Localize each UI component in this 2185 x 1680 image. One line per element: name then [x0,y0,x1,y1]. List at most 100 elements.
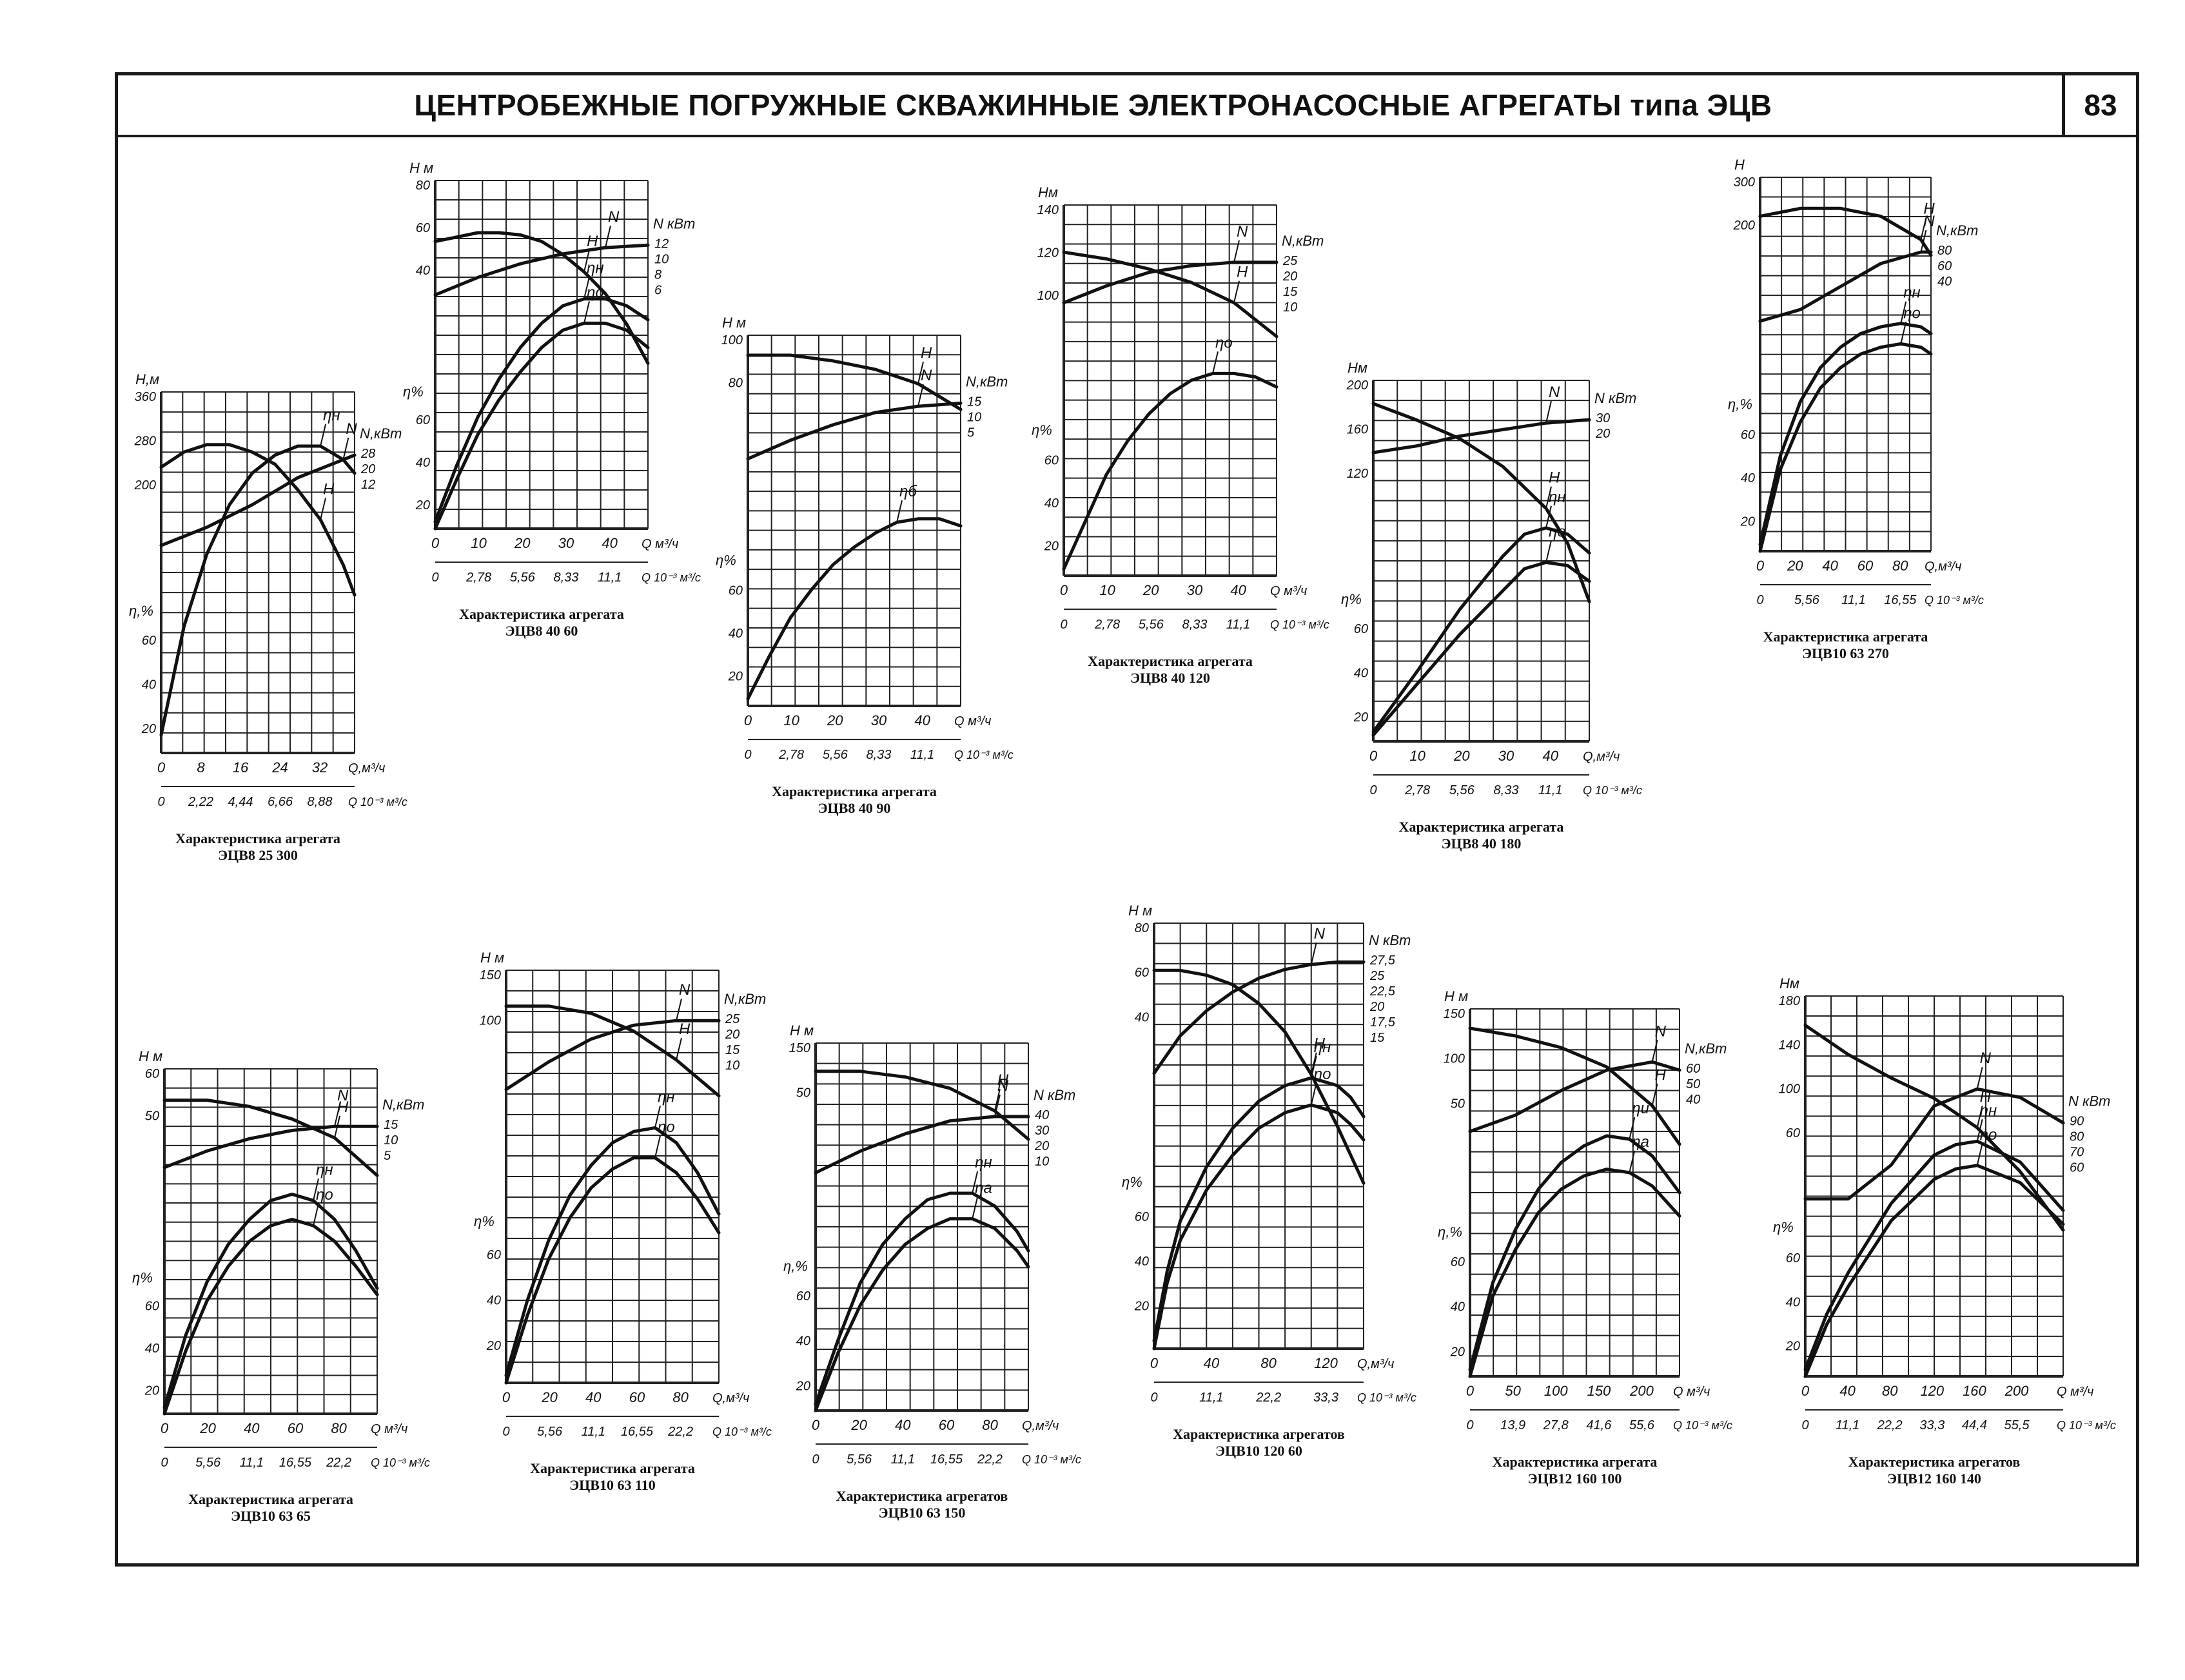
axis-label-power: N кВт [1034,1087,1075,1103]
curve-N [814,1115,1030,1175]
axis-label-flow: Q,м³/ч [1022,1419,1059,1433]
curve-E [814,1217,1030,1412]
tick-label-flow: 150 [1587,1383,1611,1399]
tick-label-flow-si: 8,33 [1494,783,1519,797]
tick-label-flow: 0 [502,1389,511,1405]
axis-label-power: N,кВт [360,425,402,442]
tick-label-efficiency: 20 [1450,1345,1465,1359]
tick-label-flow: 30 [1498,748,1514,764]
tick-label-power: 70 [2070,1146,2084,1160]
curve-H [162,1099,379,1177]
tick-label-flow: 160 [1963,1383,1986,1399]
axis-label-flow-si: Q 10⁻³ м³/с [2057,1419,2116,1432]
tick-label-flow-si: 0 [1466,1418,1473,1432]
tick-label-power: 15 [1283,285,1298,299]
axis-label-power: N,кВт [966,373,1008,389]
axis-label-efficiency: η% [132,1270,153,1286]
tick-label-flow-si: 2,78 [778,748,804,762]
curve-leader [1310,1052,1317,1075]
page-number: 83 [2062,75,2136,135]
curve-leader [320,498,327,520]
curve-label: ηн [1903,284,1921,302]
curve-label: ηа [975,1180,992,1197]
curve-label: ηо [316,1186,333,1204]
axis-label-flow: Q м³/ч [954,714,991,728]
tick-label-flow-si: 8,88 [308,795,333,809]
curve-label: Н [1923,200,1935,218]
chart-caption: Характеристика агрегата [459,606,624,622]
axis-label-efficiency: η% [1122,1174,1142,1190]
axis-label-power: N,кВт [1282,233,1324,249]
curve-leader [994,1089,1001,1111]
tick-label-efficiency: 60 [729,584,743,598]
curve-E [1803,1139,2065,1371]
axis-label-flow: Q м³/ч [1673,1385,1710,1399]
tick-label-flow: 60 [629,1389,645,1405]
tick-label-efficiency: 20 [1353,710,1368,725]
curve-E [162,1193,379,1409]
tick-label-flow-si: 8,33 [1182,618,1207,632]
tick-label-efficiency: 40 [416,456,430,470]
tick-label-efficiency: 40 [1451,1300,1465,1314]
axis-label-flow-si: Q 10⁻³ м³/с [1022,1453,1081,1466]
tick-label-flow-si: 2,78 [1404,783,1430,797]
curve-leader [583,277,590,299]
curve-E [1468,1167,1681,1378]
chart-caption: Характеристика агрегата [1493,1454,1658,1470]
tick-label-head: 80 [1135,921,1149,935]
tick-label-flow-si: 11,1 [910,748,934,762]
chart-model: ЭЦВ8 40 120 [1130,670,1210,686]
curve-leader [342,437,349,460]
curve-leader [1212,351,1219,374]
tick-label-flow: 80 [331,1420,347,1436]
curve-N [162,1124,379,1169]
axis-label-head: Нм [1038,184,1058,200]
tick-label-flow-si: 11,1 [1226,618,1250,632]
curve-leader [654,1106,661,1128]
tick-label-head: 200 [1346,378,1368,393]
curve-H [1371,402,1591,603]
axis-label-power: N кВт [653,215,695,231]
tick-label-power: 20 [1034,1139,1049,1153]
tick-label-head: 60 [145,1067,159,1081]
curve-leader [1233,240,1240,263]
curve-leader [605,225,611,248]
curve-H [504,1004,721,1098]
curve-leader [994,1094,1001,1117]
tick-label-flow: 20 [1142,582,1159,598]
chart-model: ЭЦВ8 40 60 [505,623,578,639]
axis-label-flow: Q,м³/ч [712,1391,749,1405]
curve-leader [1310,1082,1317,1106]
tick-label-flow: 120 [1920,1383,1944,1399]
axis-label-head: Н м [1128,903,1152,919]
axis-label-head: Н м [480,950,504,966]
axis-label-head: Н,м [135,371,159,387]
curve-leader [676,998,682,1021]
tick-label-head: 50 [1451,1097,1465,1111]
tick-label-flow: 40 [1542,748,1558,764]
tick-label-power: 90 [2070,1115,2084,1129]
axis-label-head: Н [1734,157,1745,173]
tick-label-flow: 24 [271,759,288,776]
curve-leader [654,1135,661,1158]
axis-label-flow-si: Q 10⁻³ м³/с [1357,1391,1416,1404]
tick-label-efficiency: 60 [142,634,156,648]
tick-label-flow: 80 [672,1389,689,1405]
tick-label-flow: 10 [1099,582,1115,598]
axis-label-flow: Q,м³/ч [1357,1357,1394,1371]
curve-label: ηн [658,1088,675,1106]
tick-label-power: 15 [384,1118,398,1132]
tick-label-flow-si: 8,33 [866,748,891,762]
curve-leader [1651,1040,1658,1062]
axis-label-head: Н м [722,315,746,331]
tick-label-head: 40 [416,264,430,278]
curve-leader [1900,322,1907,344]
tick-label-flow: 40 [602,535,618,551]
curve-leader [1976,1106,1983,1128]
curve-leader [917,384,924,407]
curve-E [1468,1134,1681,1372]
